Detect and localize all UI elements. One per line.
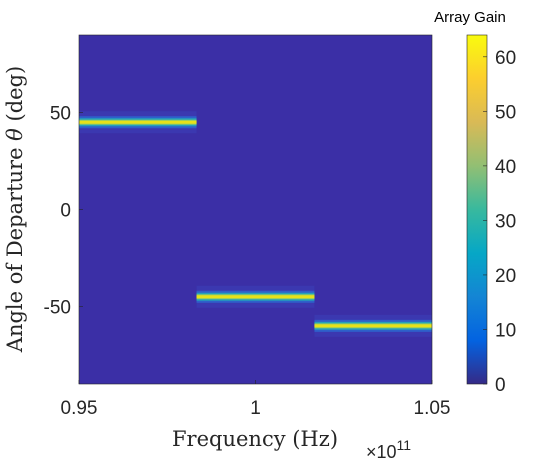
y-tick-label: -50	[44, 297, 71, 318]
colorbar-ticks: 0 10 20 30 40 50 60	[483, 48, 516, 396]
beam-group	[79, 111, 432, 337]
colorbar-tick-label: 30	[495, 211, 516, 232]
colorbar-tick-label: 20	[495, 266, 516, 287]
colorbar-tick-label: 50	[495, 102, 516, 123]
x-exponent-label: ×1011	[366, 437, 411, 462]
beam-1	[79, 111, 197, 134]
colorbar-tick-label: 60	[495, 48, 516, 69]
x-tick-label: 1	[250, 398, 261, 419]
colorbar-tick-label: 10	[495, 320, 516, 341]
beam-2-layer-5	[196, 295, 315, 299]
x-exponent-power: 11	[397, 437, 412, 453]
theta-symbol: θ	[3, 128, 27, 141]
colorbar	[466, 34, 488, 385]
colorbar-title: Array Gain	[434, 9, 506, 26]
y-axis-label: Angle of Departure θ (deg)	[3, 66, 27, 353]
x-tick-label: 0.95	[61, 398, 98, 419]
y-axis-ticks: 50 0 -50	[44, 104, 83, 318]
colorbar-tick-label: 0	[495, 375, 506, 396]
beam-3-layer-5	[314, 324, 432, 328]
colorbar-tick-label: 40	[495, 157, 516, 178]
x-axis-label: Frequency (Hz)	[172, 427, 338, 451]
y-tick-label: 50	[50, 104, 71, 125]
x-axis-ticks: 0.95 1 1.05	[61, 380, 451, 419]
y-tick-label: 0	[60, 201, 71, 222]
beam-1-layer-5	[79, 120, 197, 124]
x-tick-label: 1.05	[414, 398, 451, 419]
y-axis-label-suffix: (deg)	[3, 66, 27, 128]
y-axis-label-prefix: Angle of Departure	[3, 141, 27, 353]
beam-3	[314, 314, 432, 337]
beam-2	[196, 285, 315, 308]
